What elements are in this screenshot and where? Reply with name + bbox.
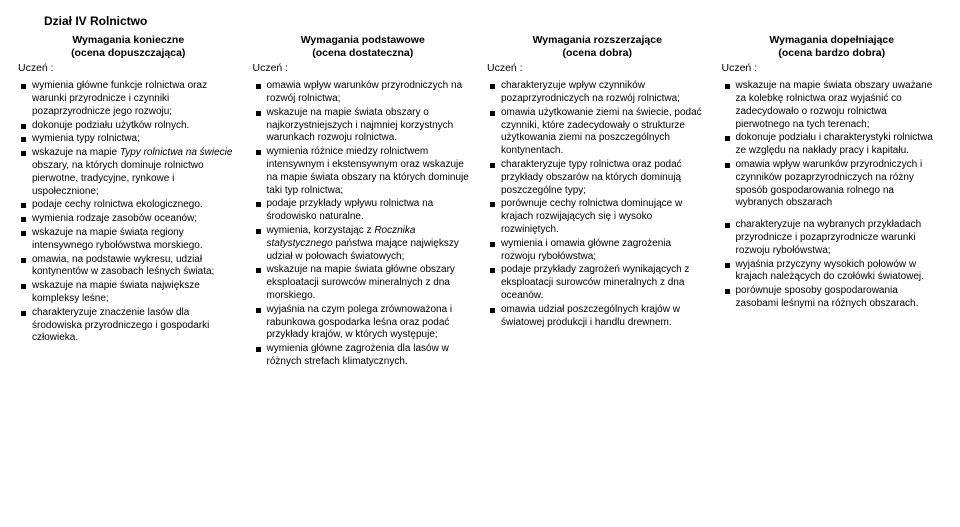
column-1: Wymagania podstawowe (ocena dostateczna)… xyxy=(253,34,474,370)
student-label: Uczeń : xyxy=(487,62,708,74)
header-line2: (ocena bardzo dobra) xyxy=(778,47,885,59)
list-item: wymienia główne funkcje rolnictwa oraz w… xyxy=(18,80,239,118)
section-title: Dział IV Rolnictwo xyxy=(18,14,942,28)
list-item: wymienia główne zagrożenia dla lasów w r… xyxy=(253,343,474,369)
list-item: wskazuje na mapie świata regiony intensy… xyxy=(18,227,239,253)
list-item: podaje przykłady wpływu rolnictwa na śro… xyxy=(253,198,474,224)
student-label: Uczeń : xyxy=(253,62,474,74)
header-line1: Wymagania konieczne xyxy=(72,34,184,46)
student-label: Uczeń : xyxy=(722,62,943,74)
column-header: Wymagania dopełniające (ocena bardzo dob… xyxy=(722,34,943,60)
list-item: wskazuje na mapie świata największe komp… xyxy=(18,280,239,306)
list-item: porównuje cechy rolnictwa dominujące w k… xyxy=(487,198,708,236)
bullet-list: charakteryzuje wpływ czynników pozaprzyr… xyxy=(487,80,708,329)
list-item: wymienia typy rolnictwa; xyxy=(18,133,239,146)
list-item: wymienia, korzystając z Rocznika statyst… xyxy=(253,225,474,263)
header-line1: Wymagania podstawowe xyxy=(301,34,425,46)
italic-text: Typy rolnictwa na świecie xyxy=(120,147,233,158)
student-label: Uczeń : xyxy=(18,62,239,74)
list-item: omawia wpływ warunków przyrodniczych i c… xyxy=(722,159,943,210)
list-item: wymienia rodzaje zasobów oceanów; xyxy=(18,213,239,226)
bullet-list: wymienia główne funkcje rolnictwa oraz w… xyxy=(18,80,239,345)
list-item: wskazuje na mapie świata główne obszary … xyxy=(253,264,474,302)
bullet-list: wskazuje na mapie świata obszary uważane… xyxy=(722,80,943,311)
header-line2: (ocena dobra) xyxy=(563,47,632,59)
header-line2: (ocena dostateczna) xyxy=(312,47,413,59)
column-header: Wymagania konieczne (ocena dopuszczająca… xyxy=(18,34,239,60)
list-item: podaje przykłady zagrożeń wynikających z… xyxy=(487,264,708,302)
list-spacer xyxy=(722,211,943,219)
list-item: wskazuje na mapie świata obszary o najko… xyxy=(253,107,474,145)
column-0: Wymagania konieczne (ocena dopuszczająca… xyxy=(18,34,239,370)
header-line2: (ocena dopuszczająca) xyxy=(71,47,185,59)
column-header: Wymagania rozszerzające (ocena dobra) xyxy=(487,34,708,60)
list-item: porównuje sposoby gospodarowania zasobam… xyxy=(722,285,943,311)
columns-container: Wymagania konieczne (ocena dopuszczająca… xyxy=(18,34,942,370)
column-2: Wymagania rozszerzające (ocena dobra) Uc… xyxy=(487,34,708,370)
list-item: charakteryzuje wpływ czynników pozaprzyr… xyxy=(487,80,708,106)
list-item: dokonuje podziału i charakterystyki roln… xyxy=(722,132,943,158)
list-item: charakteryzuje typy rolnictwa oraz podać… xyxy=(487,159,708,197)
column-3: Wymagania dopełniające (ocena bardzo dob… xyxy=(722,34,943,370)
list-item: wyjaśnia na czym polega zrównoważona i r… xyxy=(253,304,474,342)
list-item: wyjaśnia przyczyny wysokich połowów w kr… xyxy=(722,259,943,285)
header-line1: Wymagania dopełniające xyxy=(769,34,894,46)
list-item: wskazuje na mapie Typy rolnictwa na świe… xyxy=(18,147,239,198)
list-item: wymienia i omawia główne zagrożenia rozw… xyxy=(487,238,708,264)
bullet-list: omawia wpływ warunków przyrodniczych na … xyxy=(253,80,474,369)
list-item: charakteryzuje znaczenie lasów dla środo… xyxy=(18,307,239,345)
list-item: wskazuje na mapie świata obszary uważane… xyxy=(722,80,943,131)
list-item: dokonuje podziału użytków rolnych. xyxy=(18,120,239,133)
list-item: omawia wpływ warunków przyrodniczych na … xyxy=(253,80,474,106)
list-item: wymienia różnice miedzy rolnictwem inten… xyxy=(253,146,474,197)
italic-text: Rocznika statystycznego xyxy=(267,225,416,249)
list-item: charakteryzuje na wybranych przykładach … xyxy=(722,219,943,257)
list-item: omawia, na podstawie wykresu, udział kon… xyxy=(18,254,239,280)
column-header: Wymagania podstawowe (ocena dostateczna) xyxy=(253,34,474,60)
header-line1: Wymagania rozszerzające xyxy=(533,34,662,46)
list-item: podaje cechy rolnictwa ekologicznego. xyxy=(18,199,239,212)
list-item: omawia udział poszczególnych krajów w św… xyxy=(487,304,708,330)
list-item: omawia użytkowanie ziemi na świecie, pod… xyxy=(487,107,708,158)
